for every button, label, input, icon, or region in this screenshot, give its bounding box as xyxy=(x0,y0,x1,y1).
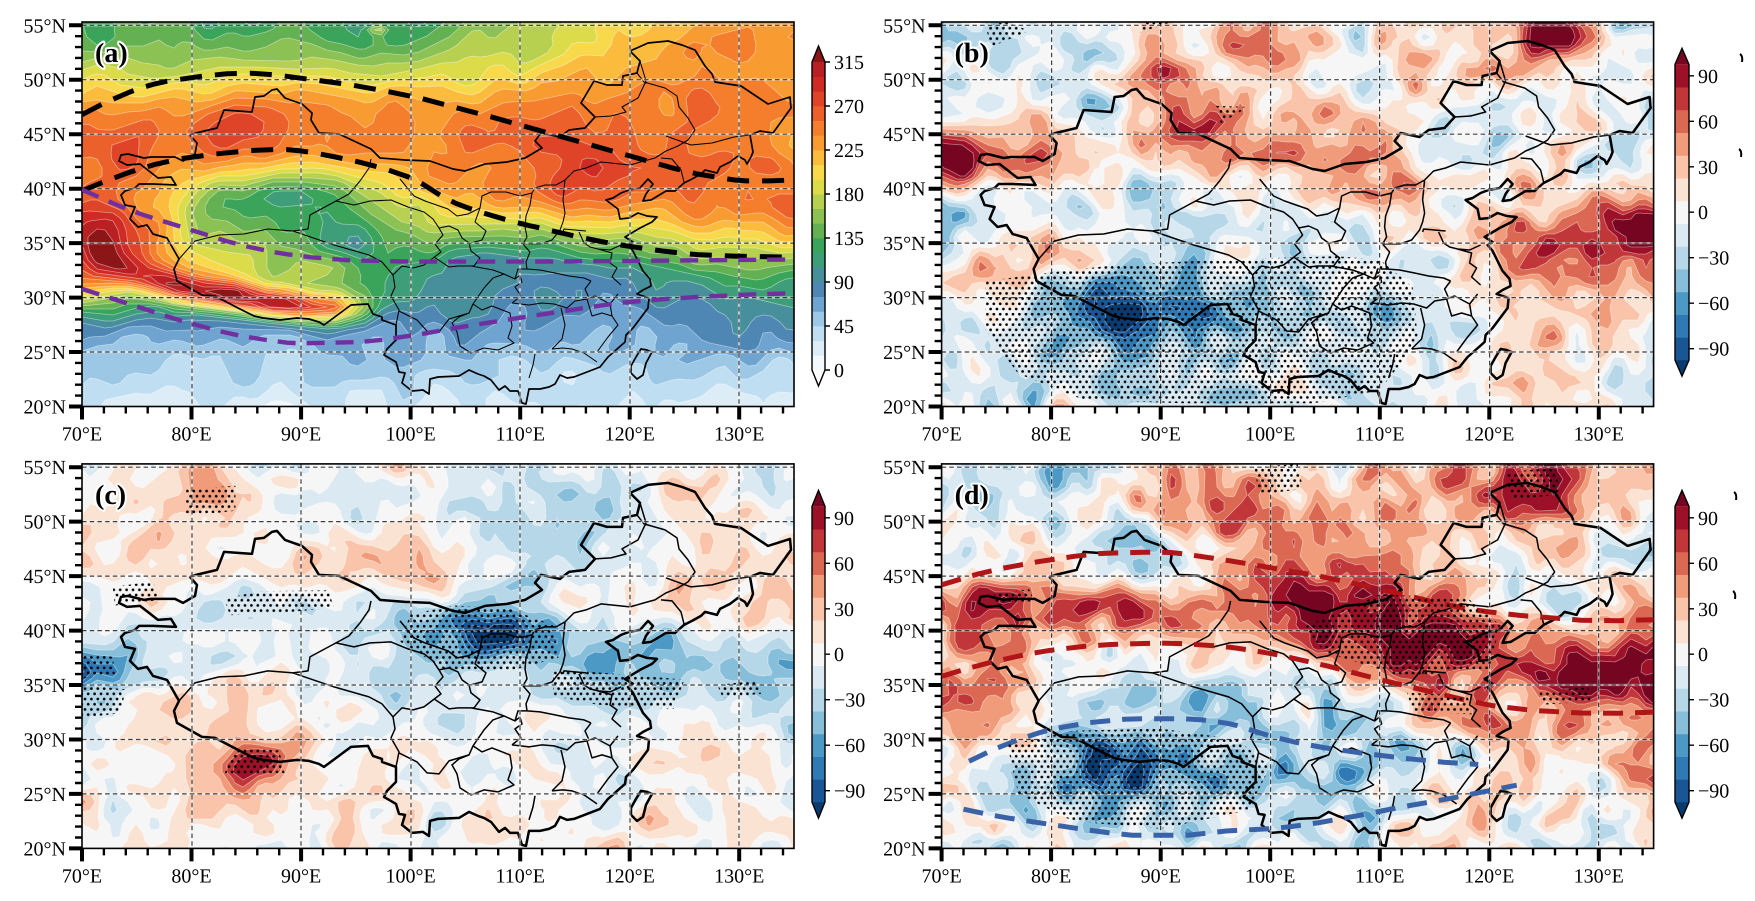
svg-text:60: 60 xyxy=(1698,553,1718,575)
svg-text:−30: −30 xyxy=(834,690,865,712)
svg-text:60: 60 xyxy=(1698,111,1718,133)
svg-text:225: 225 xyxy=(834,140,864,162)
svg-text:0: 0 xyxy=(1698,644,1708,666)
svg-text:(d): (d) xyxy=(955,480,989,511)
svg-text:−60: −60 xyxy=(1698,293,1729,315)
svg-text:315: 315 xyxy=(834,52,864,74)
svg-text:30: 30 xyxy=(1698,599,1718,621)
svg-text:(a): (a) xyxy=(95,38,128,69)
svg-text:90: 90 xyxy=(1698,508,1718,530)
svg-text:270: 270 xyxy=(834,96,864,118)
svg-text:90: 90 xyxy=(1698,66,1718,88)
svg-text:45: 45 xyxy=(834,316,854,338)
svg-text:−90: −90 xyxy=(834,781,865,803)
svg-text:30: 30 xyxy=(834,599,854,621)
svg-text:60: 60 xyxy=(834,553,854,575)
svg-text:−60: −60 xyxy=(1698,735,1729,757)
svg-text:−60: −60 xyxy=(834,735,865,757)
svg-text:90: 90 xyxy=(834,272,854,294)
svg-text:(c): (c) xyxy=(95,480,126,511)
svg-text:0: 0 xyxy=(834,644,844,666)
svg-text:−90: −90 xyxy=(1698,781,1729,803)
svg-text:90: 90 xyxy=(834,508,854,530)
svg-text:0: 0 xyxy=(834,360,844,382)
svg-text:180: 180 xyxy=(834,184,864,206)
svg-text:135: 135 xyxy=(834,228,864,250)
svg-text:30: 30 xyxy=(1698,157,1718,179)
svg-text:(b): (b) xyxy=(955,38,989,69)
svg-text:−30: −30 xyxy=(1698,248,1729,270)
svg-text:−30: −30 xyxy=(1698,690,1729,712)
svg-text:0: 0 xyxy=(1698,202,1708,224)
svg-text:−90: −90 xyxy=(1698,339,1729,361)
